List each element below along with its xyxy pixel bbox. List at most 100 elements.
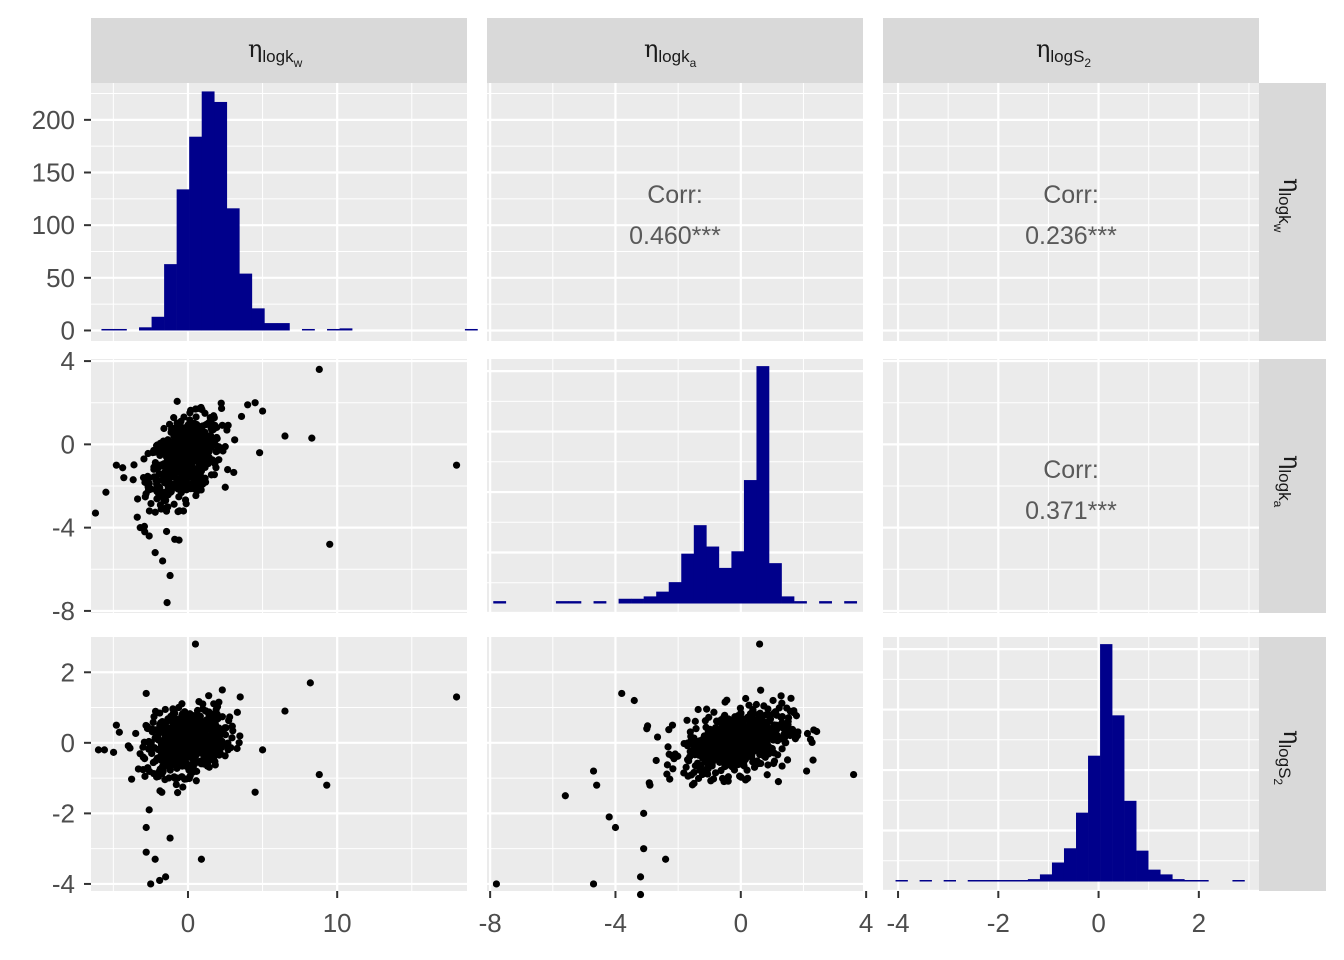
scatter-point (769, 696, 777, 705)
scatter-point (589, 880, 598, 888)
histogram-bar (1160, 874, 1173, 882)
scatter-point (763, 771, 771, 779)
scatter-point (687, 732, 695, 740)
scatter-point (165, 420, 174, 428)
y-tick-label: -4 (52, 513, 75, 543)
scatter-point (778, 745, 786, 753)
scatter-point (156, 736, 164, 744)
histogram-bar (1051, 862, 1065, 882)
column-label-logkw: ηlogkw (248, 35, 303, 70)
scatter-point (768, 744, 776, 753)
scatter-point (258, 746, 267, 754)
scatter-point (152, 474, 160, 482)
scatter-point (710, 708, 718, 716)
scatter-point (223, 426, 231, 434)
scatter-point (770, 757, 779, 765)
scatter-point (698, 770, 707, 779)
scatter-point (164, 464, 173, 472)
scatter-point (669, 753, 677, 761)
row-label-logS2: ηlogS2 (1271, 730, 1306, 785)
scatter-point (777, 713, 785, 721)
column-strip-logka (487, 18, 863, 83)
scatter-point (192, 777, 200, 785)
scatter-point (205, 418, 213, 427)
scatter-point (751, 729, 760, 737)
histogram-bar (693, 525, 707, 604)
scatter-point (228, 734, 236, 742)
histogram-bar (979, 880, 993, 882)
scatter-point (787, 694, 795, 702)
scatter-point (195, 757, 203, 766)
histogram-bar (464, 328, 478, 331)
scatter-point (170, 445, 179, 453)
scatter-point (669, 765, 677, 773)
scatter-point (205, 717, 213, 725)
scatter-point (708, 759, 716, 767)
scatter-point (711, 769, 720, 777)
scatter-point (646, 781, 654, 789)
scatter-point (192, 413, 200, 421)
scatter-point (777, 692, 785, 700)
panel-0-2 (883, 83, 1259, 341)
panel-2-1 (487, 637, 868, 891)
x-tick-label: -4 (886, 908, 909, 938)
scatter-point (192, 454, 200, 462)
scatter-point (161, 729, 169, 737)
scatter-point (150, 713, 158, 721)
scatter-point (217, 399, 225, 407)
scatter-point (109, 748, 118, 756)
histogram-bar (967, 880, 981, 882)
histogram-bar (991, 880, 1005, 882)
scatter-point (112, 461, 120, 469)
scatter-point (216, 728, 225, 736)
histogram-bar (1124, 800, 1137, 882)
scatter-point (757, 750, 766, 758)
scatter-point (147, 485, 155, 493)
histogram-bar (756, 366, 770, 604)
scatter-logkw-2 (94, 640, 461, 888)
histogram-bar (151, 316, 165, 331)
histogram-bar (264, 323, 278, 331)
histogram-bar (555, 601, 569, 604)
scatter-point (151, 448, 159, 456)
histogram-bar (631, 598, 644, 604)
histogram-bar (176, 189, 190, 331)
scatter-point (611, 823, 620, 832)
histogram-bar (919, 880, 932, 882)
scatter-point (636, 890, 645, 899)
scatter-point (236, 732, 244, 740)
scatter-point (224, 466, 232, 474)
scatter-point (188, 441, 197, 449)
histogram-bar (1196, 880, 1209, 882)
scatter-point (235, 739, 243, 747)
scatter-point (452, 693, 461, 701)
column-label-logka: ηlogka (644, 35, 697, 70)
scatter-point (148, 749, 156, 758)
scatter-point (170, 414, 178, 422)
scatter-point (155, 492, 164, 500)
scatter-point (740, 738, 748, 746)
scatter-point (640, 809, 648, 817)
scatter-point (207, 471, 216, 479)
scatter-point (781, 738, 789, 747)
scatter-point (170, 759, 178, 767)
scatter-point (680, 739, 688, 748)
scatter-point (166, 571, 174, 580)
y-tick-label: 2 (61, 657, 75, 687)
scatter-point (690, 745, 698, 753)
scatter-point (694, 705, 702, 714)
scatter-point (100, 746, 109, 754)
row-label-logkw: ηlogkw (1271, 178, 1306, 233)
scatter-point (91, 509, 100, 517)
histogram-bar (643, 596, 657, 604)
scatter-point (205, 692, 213, 700)
scatter-point (156, 876, 164, 885)
scatter-point (315, 770, 323, 779)
scatter-point (211, 721, 220, 729)
scatter-point (206, 737, 214, 745)
scatter-point (636, 873, 645, 881)
scatter-point (719, 753, 727, 762)
histogram-bar (1184, 880, 1197, 882)
scatter-point (704, 764, 712, 772)
y-tick-label: 0 (61, 728, 75, 758)
